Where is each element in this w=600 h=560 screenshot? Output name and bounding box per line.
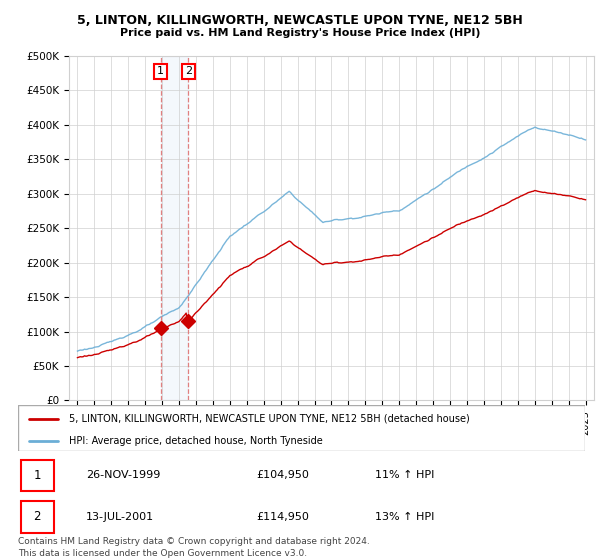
Text: £104,950: £104,950 [256,470,309,480]
Text: 26-NOV-1999: 26-NOV-1999 [86,470,160,480]
Text: 5, LINTON, KILLINGWORTH, NEWCASTLE UPON TYNE, NE12 5BH (detached house): 5, LINTON, KILLINGWORTH, NEWCASTLE UPON … [69,414,470,424]
Text: Contains HM Land Registry data © Crown copyright and database right 2024.
This d: Contains HM Land Registry data © Crown c… [18,537,370,558]
Text: Price paid vs. HM Land Registry's House Price Index (HPI): Price paid vs. HM Land Registry's House … [120,28,480,38]
Text: 11% ↑ HPI: 11% ↑ HPI [375,470,434,480]
Text: 2: 2 [34,510,41,524]
FancyBboxPatch shape [21,460,54,491]
Text: £114,950: £114,950 [256,512,309,522]
FancyBboxPatch shape [18,405,585,451]
Text: 13% ↑ HPI: 13% ↑ HPI [375,512,434,522]
Text: 13-JUL-2001: 13-JUL-2001 [86,512,154,522]
Text: 1: 1 [34,469,41,482]
FancyBboxPatch shape [21,501,54,533]
Text: 1: 1 [157,67,164,77]
Text: 2: 2 [185,67,192,77]
Text: 5, LINTON, KILLINGWORTH, NEWCASTLE UPON TYNE, NE12 5BH: 5, LINTON, KILLINGWORTH, NEWCASTLE UPON … [77,14,523,27]
Bar [161,56,188,400]
Text: HPI: Average price, detached house, North Tyneside: HPI: Average price, detached house, Nort… [69,436,323,446]
